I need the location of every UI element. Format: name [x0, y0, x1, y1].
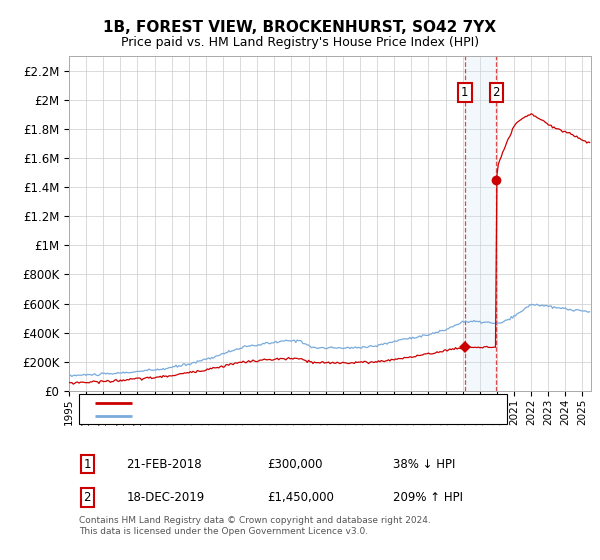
Text: 1: 1 [461, 86, 469, 99]
Bar [465, 56, 496, 391]
Text: Contains HM Land Registry data © Crown copyright and database right 2024.
This d: Contains HM Land Registry data © Crown c… [79, 516, 431, 535]
Text: 1: 1 [83, 458, 91, 470]
Text: £300,000: £300,000 [268, 458, 323, 470]
FancyBboxPatch shape [79, 394, 508, 424]
Text: 1B, FOREST VIEW, BROCKENHURST, SO42 7YX (detached house): 1B, FOREST VIEW, BROCKENHURST, SO42 7YX … [142, 398, 503, 408]
Text: 18-DEC-2019: 18-DEC-2019 [127, 491, 205, 504]
Text: 209% ↑ HPI: 209% ↑ HPI [392, 491, 463, 504]
Text: 1B, FOREST VIEW, BROCKENHURST, SO42 7YX: 1B, FOREST VIEW, BROCKENHURST, SO42 7YX [103, 20, 497, 35]
Text: 21-FEB-2018: 21-FEB-2018 [127, 458, 202, 470]
Text: Price paid vs. HM Land Registry's House Price Index (HPI): Price paid vs. HM Land Registry's House … [121, 36, 479, 49]
Text: 38% ↓ HPI: 38% ↓ HPI [392, 458, 455, 470]
Text: 2: 2 [493, 86, 500, 99]
Text: 2: 2 [83, 491, 91, 504]
Text: £1,450,000: £1,450,000 [268, 491, 334, 504]
Text: HPI: Average price, detached house, New Forest: HPI: Average price, detached house, New … [142, 411, 410, 421]
